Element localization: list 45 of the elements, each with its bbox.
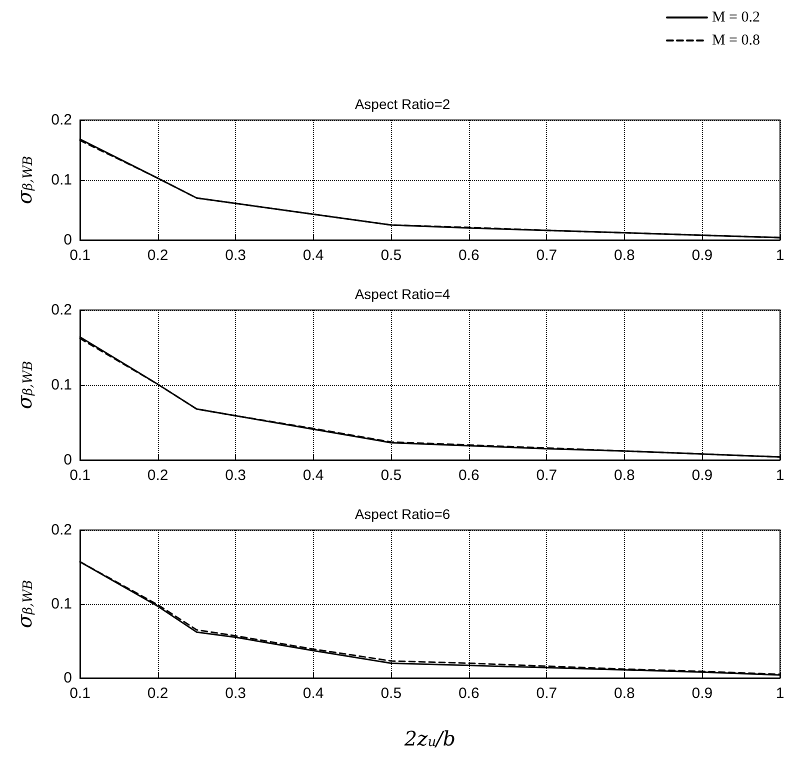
x-axis-title: 2zu/b [403,726,456,750]
x-tick-label: 1 [776,685,784,702]
x-tick-label: 0.9 [692,247,713,264]
x-tick-label: 0.3 [225,247,246,264]
y-tick-label: 0.1 [51,376,72,394]
x-tick-label: 0.6 [458,467,480,484]
x-tick-label: 0.5 [380,247,402,264]
x-tick-label: 0.4 [302,247,324,264]
y-tick-label: 0.1 [51,172,72,188]
x-tick-label: 0.6 [458,247,480,264]
legend-label: M = 0.8 [712,32,760,48]
y-axis-title: σβ,WB [12,360,36,410]
y-tick-label: 0 [64,232,72,248]
x-tick-label: 0.5 [380,467,402,484]
y-tick-label: 0.2 [51,112,72,128]
y-axis-title: σβ,WB [12,580,36,628]
x-tick-label: 0.4 [302,685,324,702]
legend-label: M = 0.2 [712,10,760,26]
y-axis-title: σβ,WB [12,156,36,204]
x-tick-label: 0.6 [458,685,480,702]
y-tick-label: 0 [64,670,72,686]
y-tick-label: 0.2 [51,522,72,538]
chart-title: Aspect Ratio=4 [354,286,450,302]
x-tick-label: 0.4 [302,467,324,484]
x-tick-label: 0.7 [536,685,558,702]
x-tick-label: 0.9 [692,467,713,484]
x-tick-label: 0.8 [614,467,635,484]
x-tick-label: 0.2 [147,685,168,702]
x-tick-label: 0.8 [614,247,635,264]
x-tick-label: 0.3 [225,467,246,484]
chart-title: Aspect Ratio=6 [354,506,450,522]
x-tick-label: 0.5 [380,685,402,702]
x-tick-label: 0.7 [536,247,558,264]
y-tick-label: 0.1 [51,596,72,612]
x-tick-label: 0.3 [225,685,246,702]
x-tick-label: 0.2 [147,247,168,264]
y-tick-label: 0.2 [51,302,72,318]
x-tick-label: 1 [776,247,784,264]
x-tick-label: 0.8 [614,685,635,702]
y-tick-label: 0 [64,452,72,468]
x-tick-label: 0.9 [692,685,713,702]
x-tick-label: 0.2 [147,467,168,484]
x-tick-label: 1 [776,467,784,484]
chart-title: Aspect Ratio=2 [354,96,450,112]
x-tick-label: 0.7 [536,467,558,484]
